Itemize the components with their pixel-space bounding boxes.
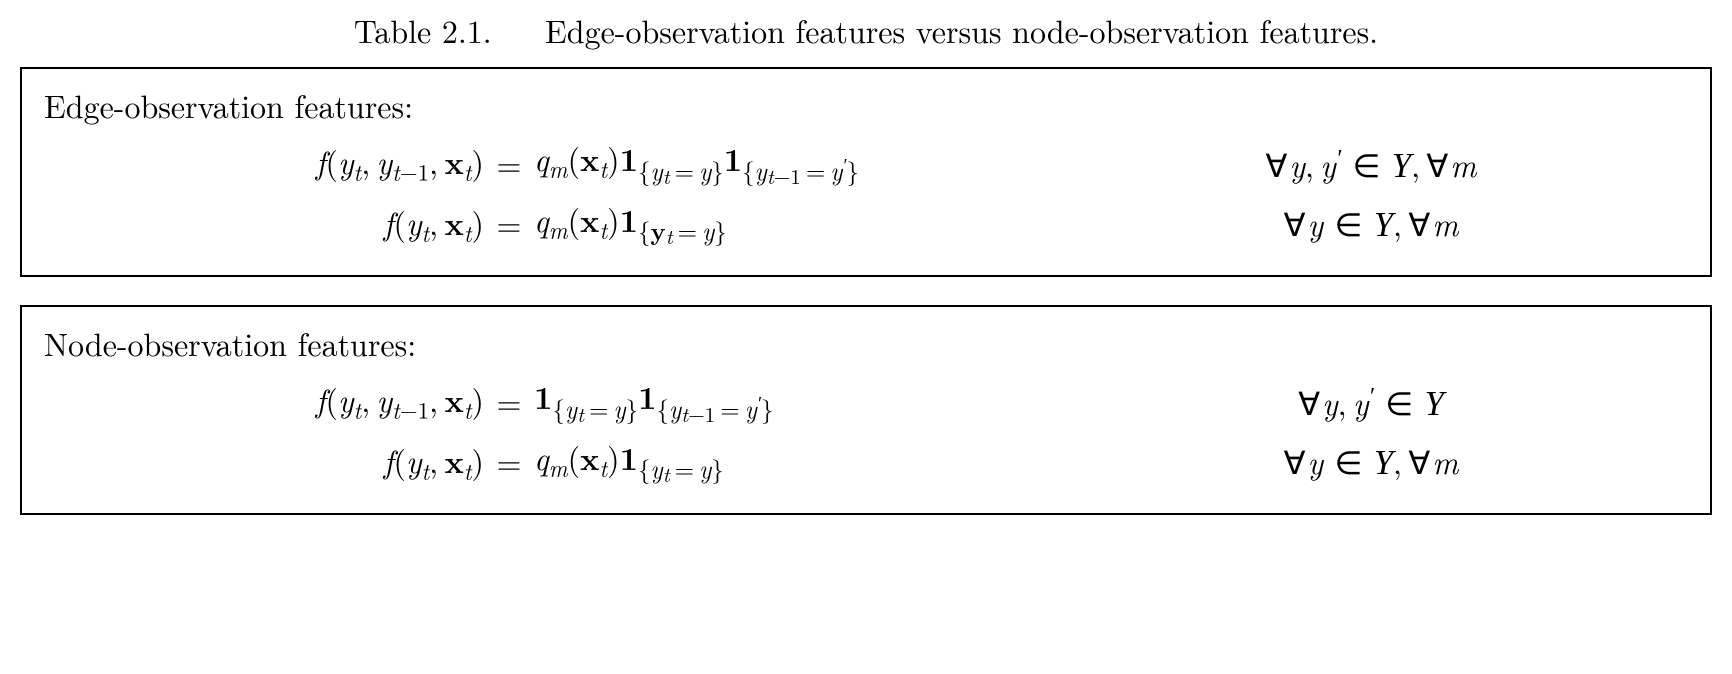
- node-eq2-quant: ∀y ∈ Y, ∀m: [1054, 439, 1688, 484]
- equals-sign: =: [484, 201, 534, 246]
- equals-sign: =: [484, 141, 534, 186]
- caption-text: Edge-observation features versus node-ob…: [545, 8, 1378, 53]
- page: Table 2.1. Edge-observation features ver…: [0, 0, 1732, 674]
- edge-eq-row-2: f(yt, xt) = qm(xt)1{yt = y} ∀y ∈ Y, ∀m: [44, 197, 1688, 252]
- edge-eq2-rhs: qm(xt)1{yt = y}: [534, 197, 1054, 252]
- edge-eq2-quant: ∀y ∈ Y, ∀m: [1054, 201, 1688, 246]
- node-eq1-rhs: 1{yt = y}1{yt−1 = y′}: [534, 374, 1054, 429]
- node-eq-row-2: f(yt, xt) = qm(xt)1{yt = y} ∀y ∈ Y, ∀m: [44, 435, 1688, 490]
- caption-prefix: Table 2.1.: [354, 8, 492, 53]
- edge-box-title: Edge-observation features:: [44, 83, 1688, 128]
- equals-sign: =: [484, 439, 534, 484]
- edge-eq-row-1: f(yt, yt−1, xt) = qm(xt)1{yt = y}1{yt−1 …: [44, 136, 1688, 191]
- node-eq1-lhs: f(yt, yt−1, xt): [44, 377, 484, 425]
- equals-sign: =: [484, 379, 534, 424]
- edge-eq1-lhs: f(yt, yt−1, xt): [44, 139, 484, 187]
- table-caption: Table 2.1. Edge-observation features ver…: [0, 0, 1732, 67]
- node-observation-box: Node-observation features: f(yt, yt−1, x…: [20, 305, 1712, 515]
- node-box-title: Node-observation features:: [44, 321, 1688, 366]
- node-eq1-quant: ∀y, y′ ∈ Y: [1054, 377, 1688, 425]
- edge-eq1-rhs: qm(xt)1{yt = y}1{yt−1 = y′}: [534, 136, 1054, 191]
- node-eq-row-1: f(yt, yt−1, xt) = 1{yt = y}1{yt−1 = y′} …: [44, 374, 1688, 429]
- edge-eq1-quant: ∀y, y′ ∈ Y, ∀m: [1054, 139, 1688, 187]
- node-eq2-rhs: qm(xt)1{yt = y}: [534, 435, 1054, 490]
- node-eq2-lhs: f(yt, xt): [44, 438, 484, 486]
- edge-observation-box: Edge-observation features: f(yt, yt−1, x…: [20, 67, 1712, 277]
- edge-eq2-lhs: f(yt, xt): [44, 200, 484, 248]
